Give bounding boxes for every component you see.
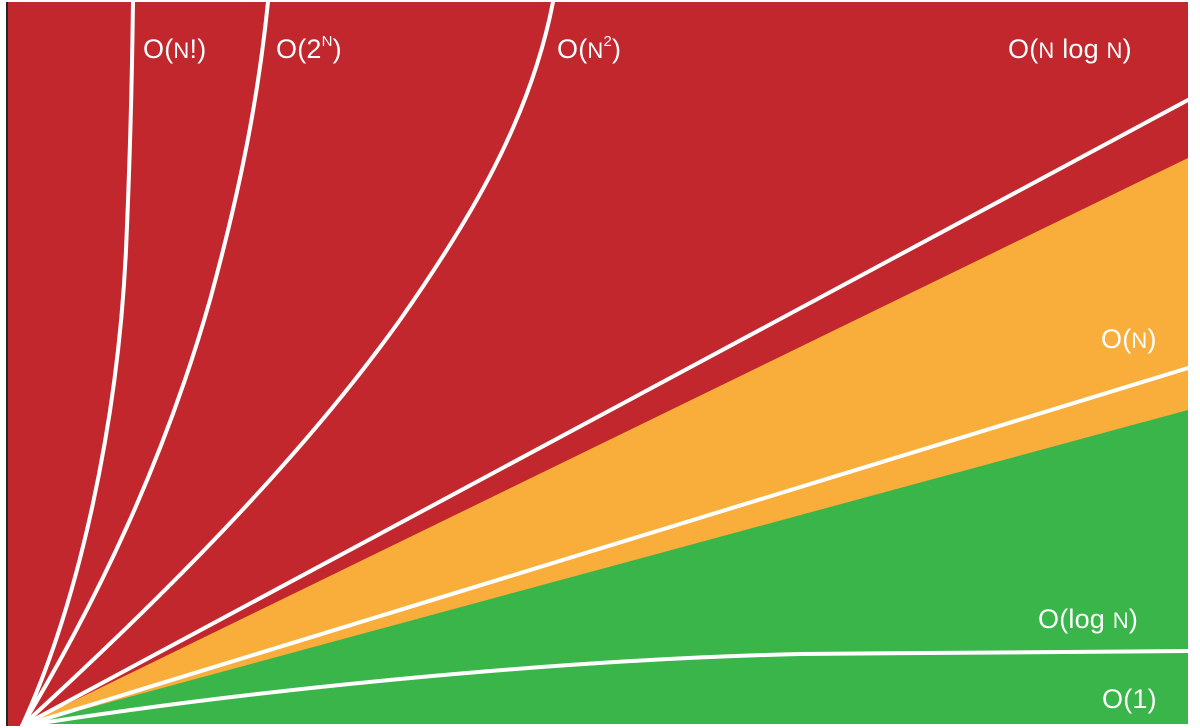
label-linear: O(N) <box>1101 326 1157 353</box>
label-text: N <box>1112 608 1129 633</box>
region-good <box>22 410 1188 726</box>
label-text: N <box>587 38 604 63</box>
label-text: N <box>1106 38 1123 63</box>
label-linearithmic: O(N log N) <box>1008 36 1132 63</box>
label-text: ) <box>1147 324 1157 354</box>
label-text: N <box>1038 38 1055 63</box>
label-superscript: 2 <box>603 33 613 50</box>
label-text: !) <box>189 34 207 64</box>
curve-exponential <box>20 0 270 728</box>
label-text: O(log <box>1038 604 1113 634</box>
curve-quadratic <box>20 0 555 728</box>
label-superscript: N <box>321 33 333 50</box>
curve-logarithmic <box>20 649 1190 728</box>
label-quadratic: O(N2) <box>557 33 622 64</box>
label-logarithmic: O(log N) <box>1038 606 1138 633</box>
curve-factorial <box>20 0 135 728</box>
label-exponential: O(2N) <box>276 33 342 64</box>
curve-linearithmic <box>20 98 1190 728</box>
label-text: O( <box>557 34 588 64</box>
curve-linear <box>20 366 1190 728</box>
label-text: ) <box>332 34 342 64</box>
label-text: log <box>1054 34 1107 64</box>
label-text: O( <box>1008 34 1039 64</box>
label-factorial: O(N!) <box>143 36 206 63</box>
label-text: ) <box>1128 604 1139 634</box>
label-text: ) <box>612 34 622 64</box>
label-text: O(1) <box>1102 684 1157 714</box>
label-constant: O(1) <box>1102 686 1157 713</box>
label-text: N <box>173 38 190 63</box>
label-text: O(2 <box>276 34 322 64</box>
label-text: ) <box>1122 34 1132 64</box>
y-axis-edge <box>6 2 8 726</box>
label-text: N <box>1131 328 1148 353</box>
label-text: O( <box>1101 324 1132 354</box>
label-text: O( <box>143 34 174 64</box>
